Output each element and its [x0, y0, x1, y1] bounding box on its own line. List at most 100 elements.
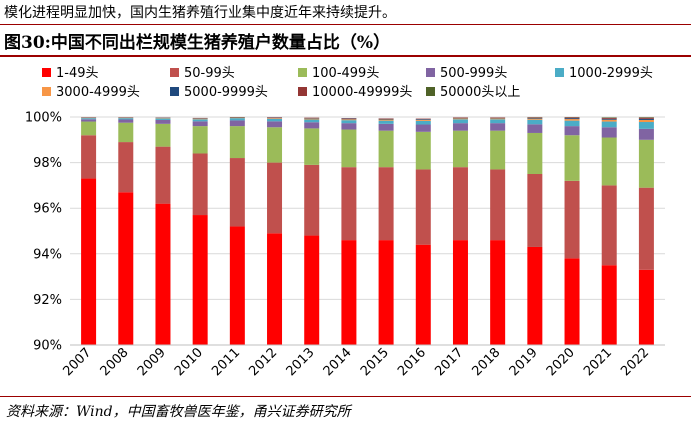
- legend-swatch: [555, 68, 564, 77]
- bar-segment: [230, 118, 245, 120]
- bar-segment: [81, 135, 96, 178]
- bar-stack-2019: [527, 117, 542, 345]
- bar-segment: [379, 131, 394, 167]
- bar-segment: [118, 120, 133, 123]
- legend-swatch: [170, 87, 179, 96]
- bar-segment: [565, 181, 580, 259]
- legend-swatch: [42, 68, 51, 77]
- legend-swatch: [298, 68, 307, 77]
- bar-segment: [490, 131, 505, 170]
- y-tick-label: 100%: [25, 111, 62, 126]
- legend-swatch: [42, 87, 51, 96]
- bar-stack-2013: [304, 118, 319, 345]
- bar-segment: [304, 120, 319, 123]
- x-tick-label: 2022: [618, 345, 652, 379]
- bar-segment: [416, 169, 431, 244]
- bar-segment: [639, 122, 654, 129]
- x-tick-label: 2010: [172, 345, 206, 379]
- bar-segment: [490, 240, 505, 345]
- bar-segment: [379, 124, 394, 131]
- chart-bars: [81, 117, 654, 345]
- figure-title-bar: 图30:中国不同出栏规模生猪养殖户数量占比（%）: [0, 24, 691, 57]
- bar-stack-2009: [155, 117, 170, 345]
- bar-segment: [304, 122, 319, 128]
- bar-segment: [379, 119, 394, 120]
- bar-segment: [490, 123, 505, 131]
- legend-item-1: 50-99头: [170, 66, 235, 81]
- bar-segment: [490, 169, 505, 240]
- bar-segment: [81, 179, 96, 345]
- legend-label: 1000-2999头: [569, 66, 653, 81]
- bar-stack-2015: [379, 118, 394, 345]
- legend-label: 3000-4999头: [56, 85, 140, 100]
- bar-segment: [267, 119, 282, 122]
- x-tick-label: 2009: [135, 345, 169, 379]
- bar-segment: [193, 153, 208, 215]
- bar-stack-2012: [267, 117, 282, 345]
- bar-segment: [565, 126, 580, 135]
- x-tick-label: 2018: [469, 345, 503, 379]
- bar-stack-2011: [230, 117, 245, 345]
- bar-segment: [230, 226, 245, 345]
- bar-segment: [639, 129, 654, 140]
- x-tick-label: 2013: [284, 345, 318, 379]
- bar-stack-2014: [341, 118, 356, 345]
- bar-stack-2016: [416, 119, 431, 345]
- bar-segment: [341, 120, 356, 123]
- bar-segment: [155, 120, 170, 124]
- legend-label: 1-49头: [56, 66, 99, 81]
- bar-segment: [639, 120, 654, 122]
- bar-segment: [118, 123, 133, 142]
- legend-item-8: 50000头以上: [426, 85, 520, 100]
- bar-segment: [490, 119, 505, 123]
- bar-segment: [527, 118, 542, 119]
- bar-segment: [193, 119, 208, 121]
- bar-segment: [602, 127, 617, 137]
- bar-segment: [230, 126, 245, 158]
- legend-label: 50-99头: [184, 66, 235, 81]
- bar-segment: [267, 118, 282, 119]
- bar-segment: [565, 118, 580, 119]
- bar-segment: [639, 118, 654, 119]
- bar-segment: [193, 126, 208, 153]
- bar-segment: [81, 122, 96, 136]
- x-tick-label: 2007: [60, 345, 94, 379]
- legend-item-7: 10000-49999头: [298, 85, 412, 100]
- bar-segment: [155, 147, 170, 204]
- x-tick-label: 2015: [358, 345, 392, 379]
- x-tick-label: 2008: [98, 345, 132, 379]
- bar-stack-2022: [639, 117, 654, 345]
- bar-segment: [81, 118, 96, 119]
- legend-item-0: 1-49头: [42, 66, 99, 81]
- x-tick-label: 2011: [209, 345, 243, 379]
- x-tick-label: 2016: [395, 345, 429, 379]
- bar-segment: [416, 119, 431, 120]
- bar-segment: [602, 265, 617, 345]
- source-note: 资料来源：Wind，中国畜牧兽医年鉴，甬兴证券研究所: [6, 401, 351, 421]
- bar-segment: [341, 167, 356, 240]
- bar-segment: [379, 240, 394, 345]
- bar-segment: [527, 133, 542, 174]
- bar-segment: [527, 174, 542, 247]
- y-tick-label: 94%: [33, 247, 62, 262]
- legend-item-3: 500-999头: [426, 66, 507, 81]
- bar-segment: [304, 128, 319, 164]
- bar-segment: [416, 120, 431, 121]
- bar-segment: [379, 120, 394, 121]
- legend-swatch: [426, 68, 435, 77]
- legend-label: 100-499头: [312, 66, 379, 81]
- y-tick-label: 96%: [33, 202, 62, 217]
- bar-segment: [267, 127, 282, 162]
- bar-segment: [453, 167, 468, 240]
- legend-item-2: 100-499头: [298, 66, 379, 81]
- bar-segment: [155, 118, 170, 120]
- bar-segment: [267, 121, 282, 127]
- bar-segment: [565, 121, 580, 126]
- bar-segment: [193, 215, 208, 345]
- bar-segment: [639, 188, 654, 270]
- bar-segment: [527, 124, 542, 133]
- bar-segment: [230, 117, 245, 118]
- bar-segment: [304, 119, 319, 120]
- bar-stack-2010: [193, 118, 208, 345]
